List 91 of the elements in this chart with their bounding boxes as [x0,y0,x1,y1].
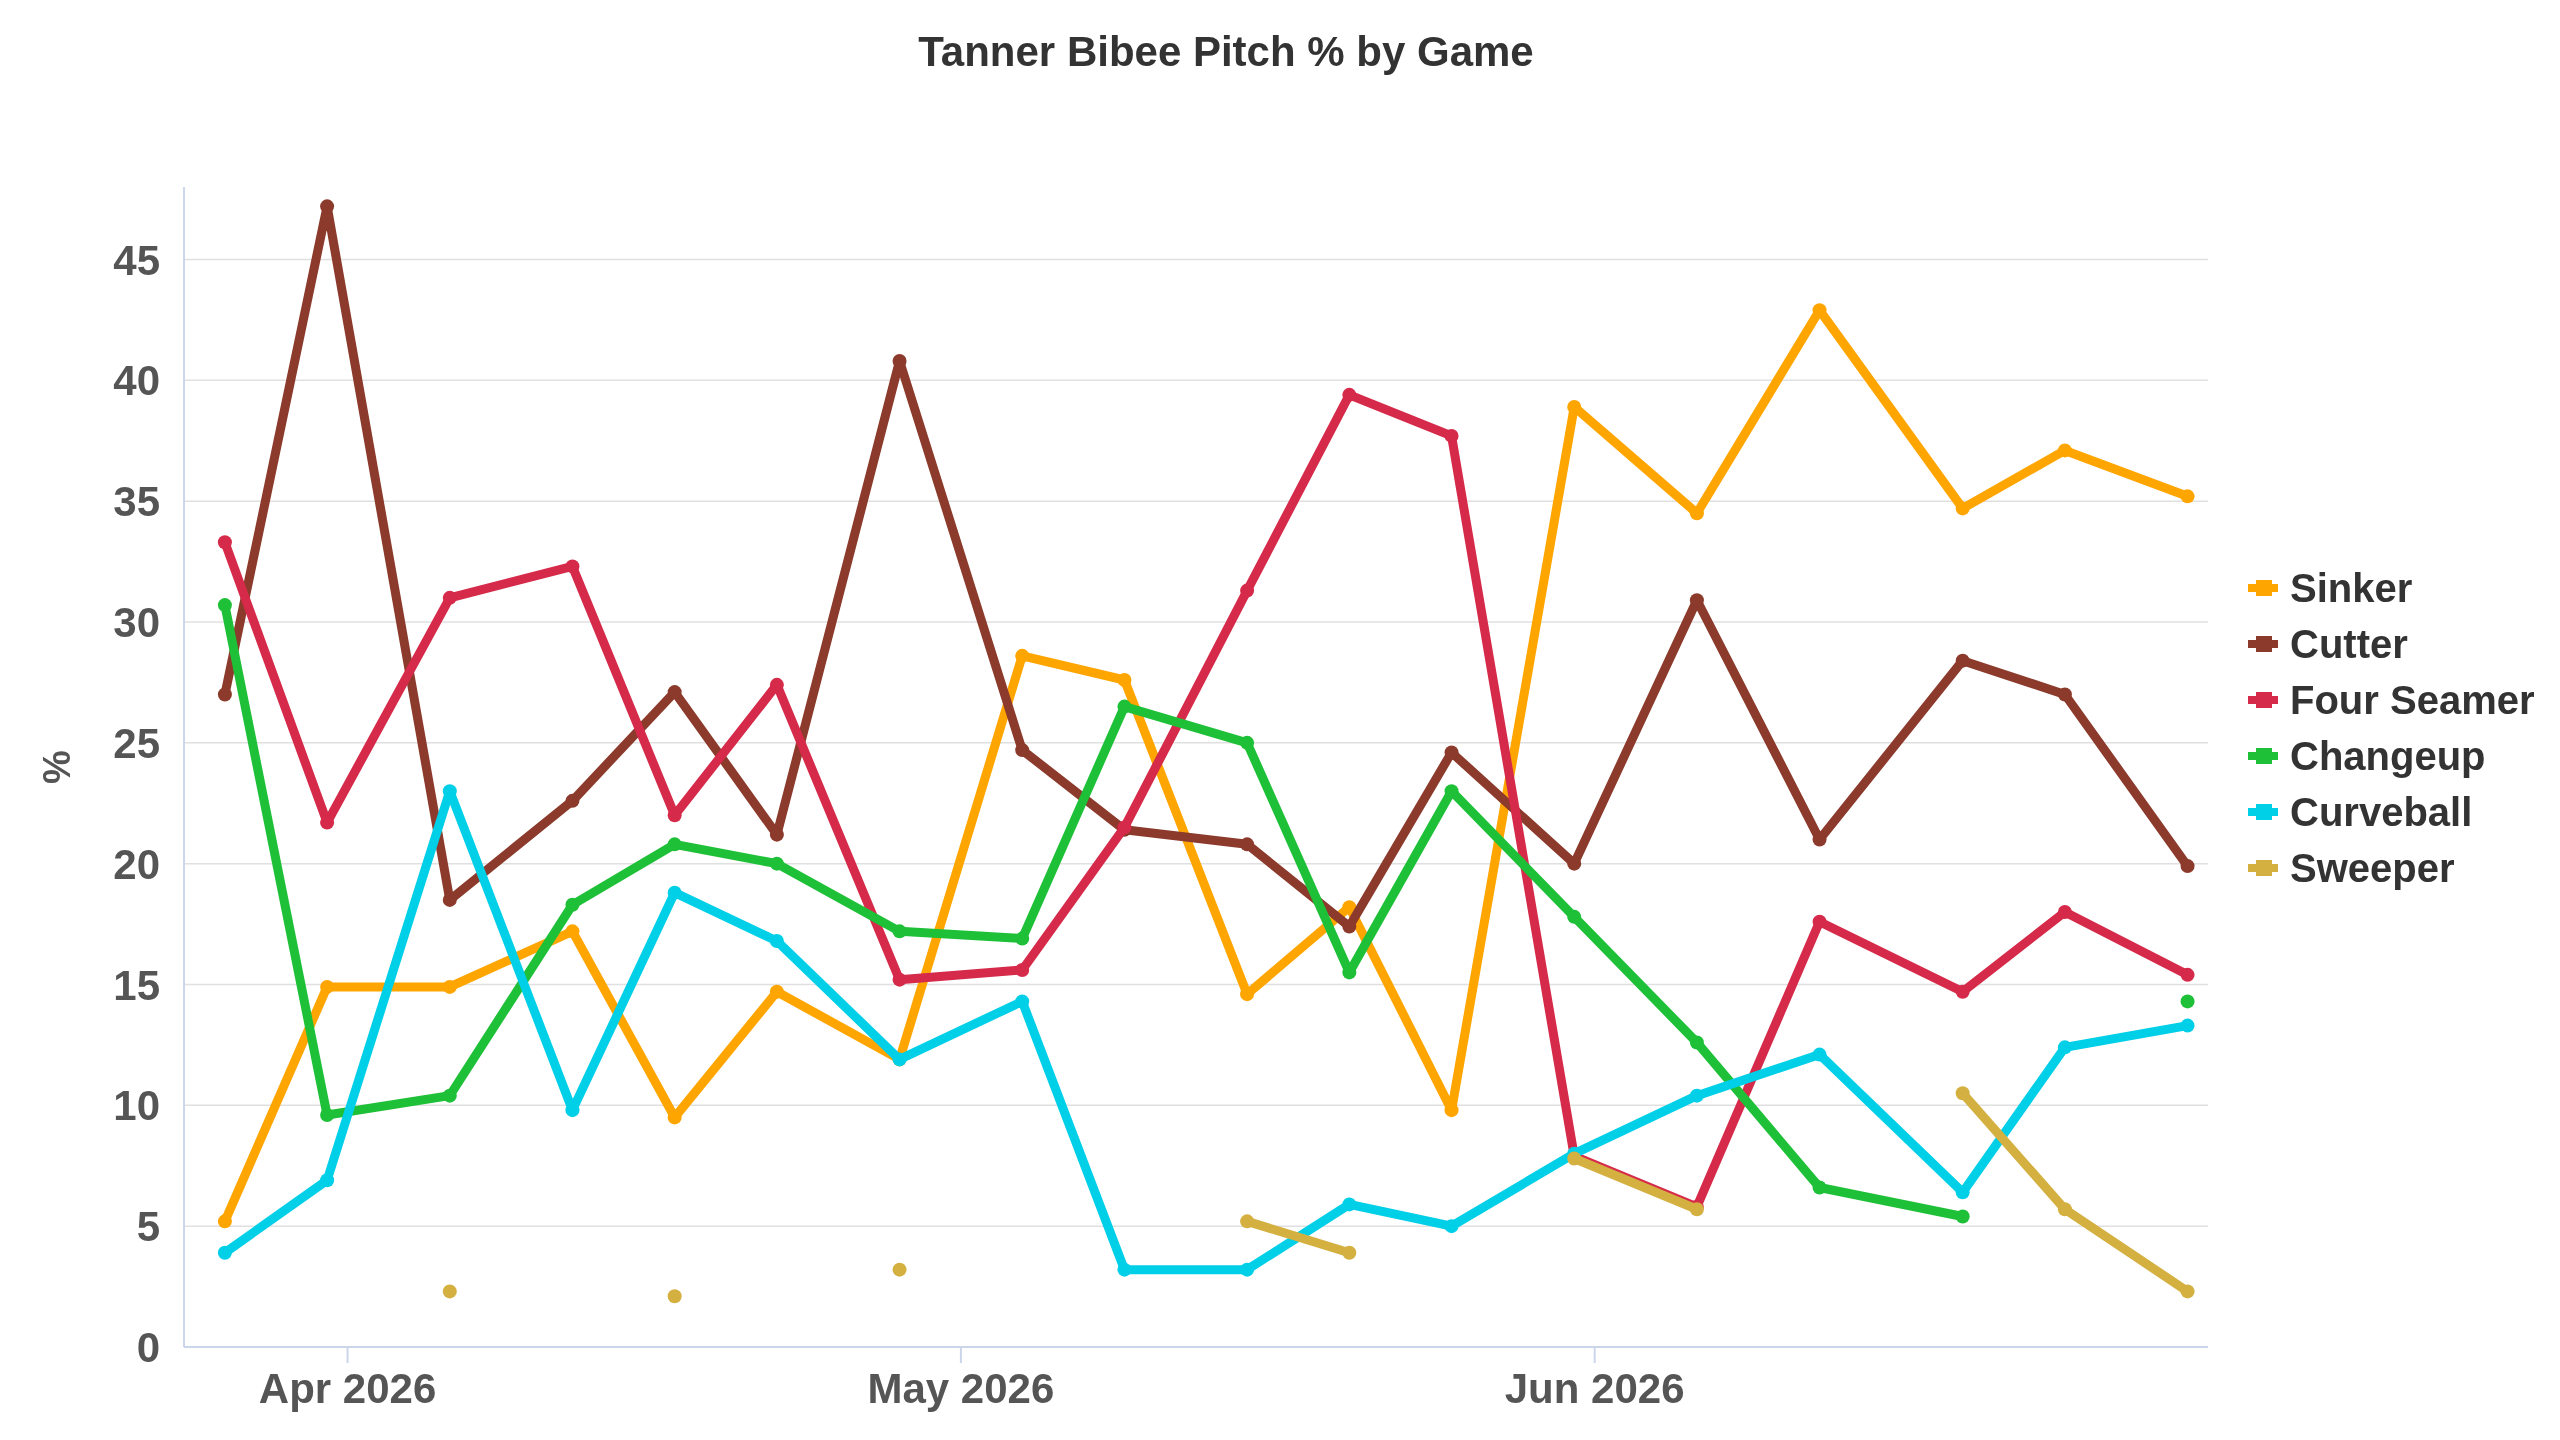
point [1240,735,1255,750]
point [1117,699,1132,714]
legend-label: Curveball [2290,790,2473,834]
y-axis-title: % [36,750,78,784]
y-tick-label: 15 [113,961,160,1009]
point [2057,687,2072,702]
point [1342,387,1357,402]
y-tick-label: 5 [136,1203,160,1251]
point [442,979,457,994]
point [1342,1197,1357,1212]
point [1342,919,1357,934]
legend-label: Changeup [2290,734,2486,778]
point [1444,428,1459,443]
point [1955,653,1970,668]
point [1015,931,1030,946]
point [769,984,784,999]
y-tick-label: 45 [113,236,160,284]
point [442,590,457,605]
point [1240,837,1255,852]
point [1955,501,1970,516]
point [1689,1088,1704,1103]
point [1955,984,1970,999]
point [1117,1262,1132,1277]
point [769,934,784,948]
legend-label: Four Seamer [2290,678,2535,722]
legend-label: Sweeper [2290,846,2455,890]
point [1567,909,1582,924]
point [1567,399,1582,414]
legend-label: Cutter [2290,622,2408,666]
point [2180,967,2195,982]
point [2057,905,2072,919]
point [892,924,907,939]
y-tick-label: 25 [113,719,160,767]
point [217,598,232,613]
point [565,924,580,939]
point [1015,743,1030,758]
y-tick-label: 0 [136,1324,160,1371]
point [2180,1018,2195,1033]
point [1689,1035,1704,1050]
point [1015,963,1030,977]
y-tick-label: 20 [113,840,160,888]
point [565,559,580,574]
point [1812,914,1827,929]
point [667,837,682,852]
point [320,979,335,994]
x-tick-label: Jun 2026 [1504,1365,1685,1412]
point [217,1245,232,1260]
point [1955,1185,1970,1200]
point [1342,1245,1357,1260]
point [320,1173,335,1188]
point [1240,1214,1255,1229]
point [565,793,580,808]
point [667,885,682,900]
y-tick-label: 35 [113,478,160,526]
point [2057,1040,2072,1055]
point [217,1214,232,1229]
y-tick-label: 40 [113,357,160,405]
point [442,1088,457,1103]
point [2057,443,2072,458]
point [2057,1202,2072,1217]
point [217,535,232,550]
point [2180,489,2195,504]
point [1444,1219,1459,1234]
x-tick-label: Apr 2026 [258,1365,437,1412]
chart-title: Tanner Bibee Pitch % by Game [918,28,1534,75]
point [2180,1284,2195,1299]
point [2180,994,2195,1009]
point [2180,859,2195,874]
point [565,897,580,912]
point [892,1262,907,1277]
point [1955,1209,1970,1224]
point [1117,673,1132,687]
point [1812,1180,1827,1195]
legend-label: Sinker [2290,566,2413,610]
point [1444,1103,1459,1118]
y-tick-label: 30 [113,599,160,646]
y-tick-label: 10 [113,1082,160,1130]
point [1444,745,1459,760]
x-tick-label: May 2026 [867,1365,1055,1412]
point [892,972,907,987]
point [1015,648,1030,663]
point [1240,583,1255,598]
point [217,687,232,702]
point [1955,1086,1970,1101]
point [667,1289,682,1304]
point [1812,1047,1827,1062]
point [442,1284,457,1299]
point [1015,994,1030,1009]
point [320,1108,335,1122]
point [769,856,784,871]
point [1240,1262,1255,1277]
